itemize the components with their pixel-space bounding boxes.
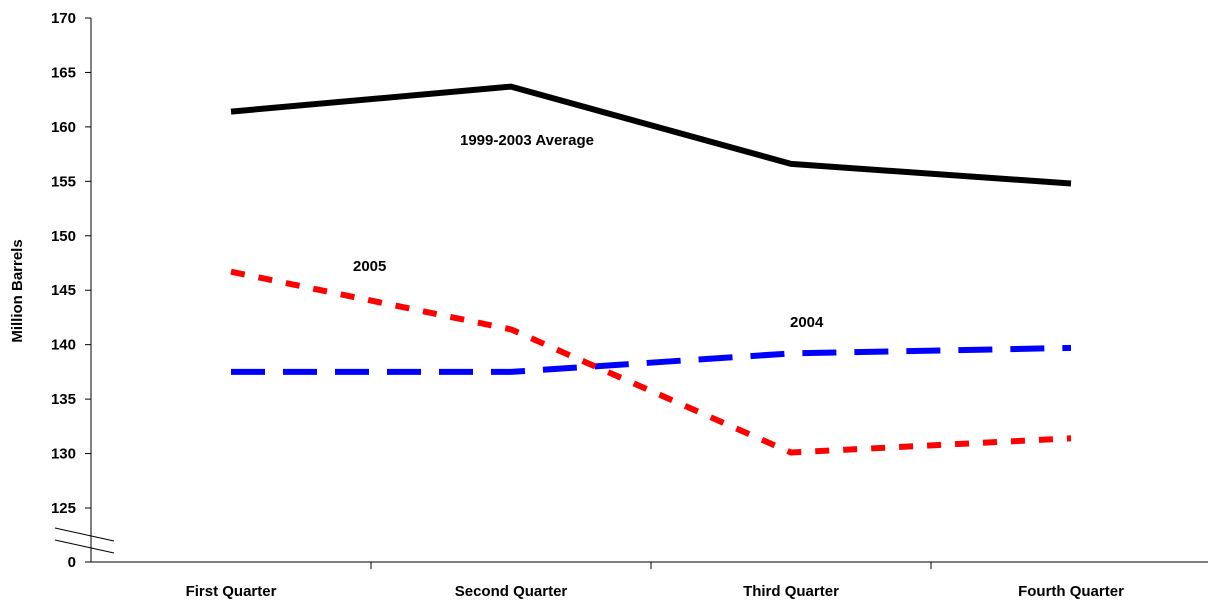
series-label: 2004 <box>790 314 824 331</box>
chart-axes <box>54 17 1208 569</box>
y-tick-label: 170 <box>51 10 76 27</box>
x-category-labels: First Quarter Second Quarter Third Quarter… <box>186 583 1125 600</box>
x-category-label: First Quarter <box>186 583 277 600</box>
x-category-label: Fourth Quarter <box>1018 583 1124 600</box>
series-lines <box>230 83 1072 456</box>
y-tick-label: 145 <box>51 282 76 299</box>
y-tick-label: 155 <box>51 173 76 190</box>
axis-break-mark <box>54 539 115 554</box>
axis-break-mark <box>54 527 115 542</box>
y-tick-labels: 0 125 130 135 140 145 150 155 160 165 170 <box>51 10 76 571</box>
series-line <box>230 268 1072 456</box>
series-label: 2005 <box>353 258 386 275</box>
series-line <box>230 83 1072 187</box>
series-line <box>231 344 1072 375</box>
y-tick-label: 165 <box>51 64 76 81</box>
y-tick-label: 125 <box>51 500 76 517</box>
y-axis-title: Million Barrels <box>9 239 26 342</box>
y-tick-label: 140 <box>51 337 76 354</box>
y-tick-label: 0 <box>68 554 76 571</box>
y-tick-label: 150 <box>51 228 76 245</box>
x-category-label: Second Quarter <box>455 583 568 600</box>
x-category-label: Third Quarter <box>743 583 839 600</box>
series-label: 1999-2003 Average <box>460 132 594 149</box>
y-tick-label: 135 <box>51 391 76 408</box>
y-tick-label: 130 <box>51 446 76 463</box>
series-labels: 1999-2003 Average 2005 2004 <box>353 132 824 331</box>
y-tick-label: 160 <box>51 119 76 136</box>
